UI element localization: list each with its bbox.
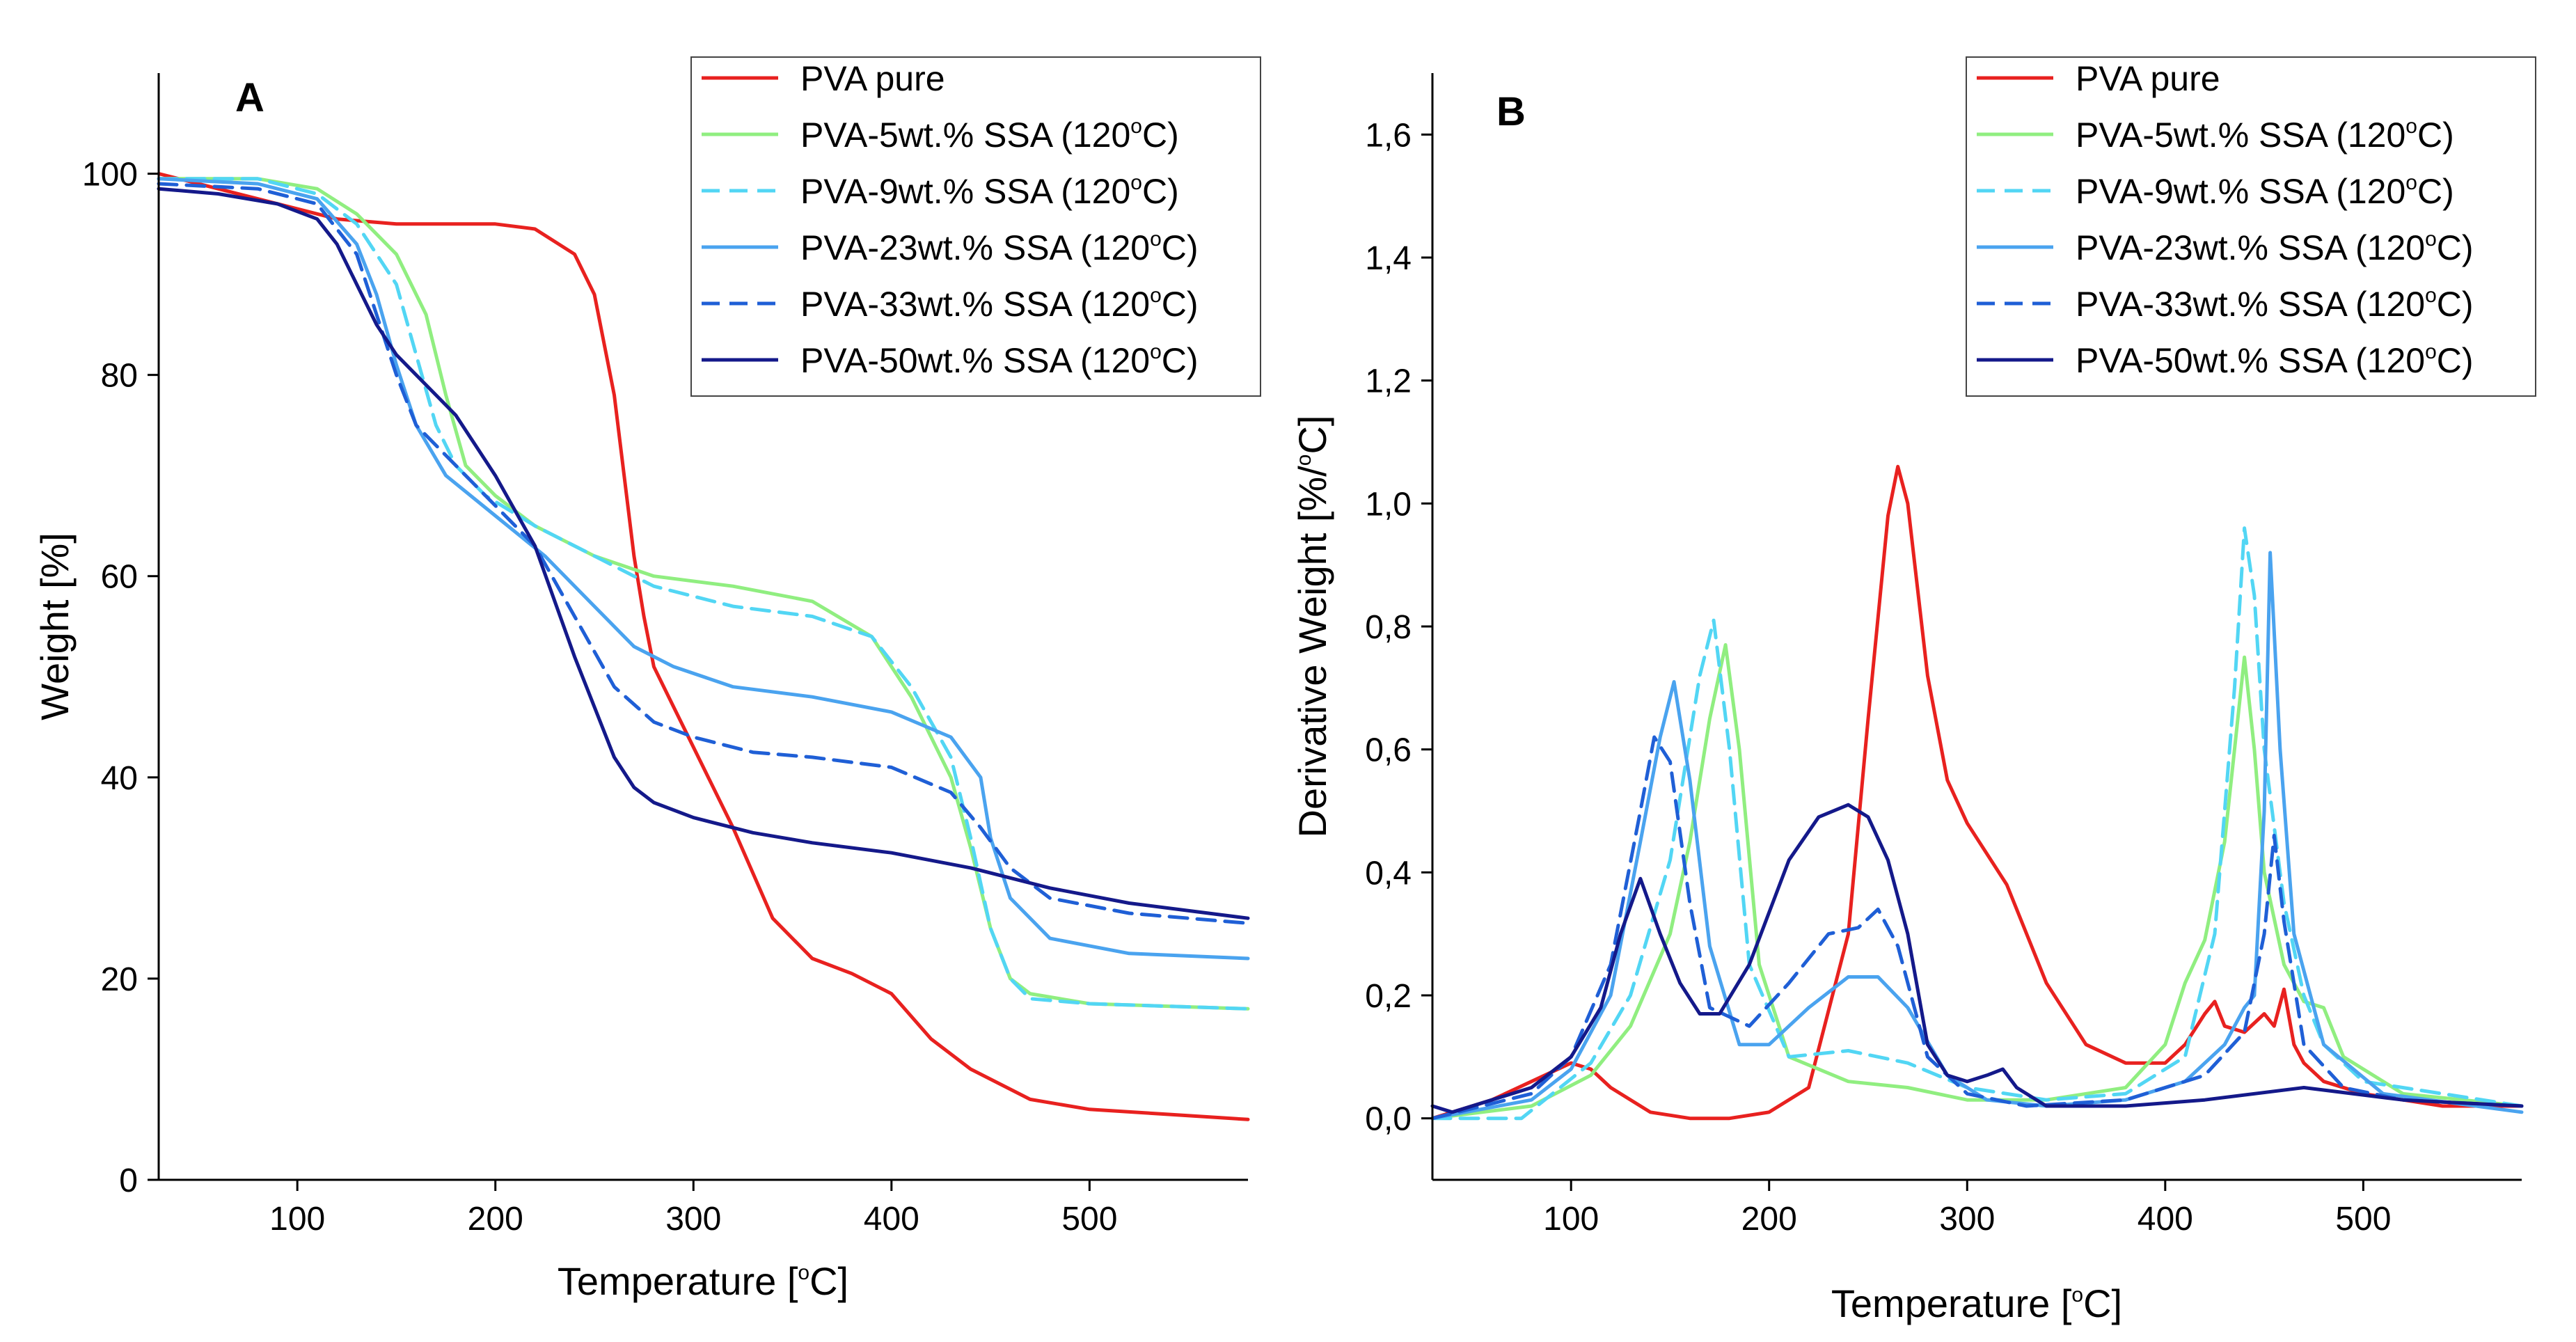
panel-a-legend: PVA pure PVA-5wt.% SSA (120oC) PVA-9wt.% S… bbox=[690, 56, 1261, 397]
panel-a-x-tick-label: 300 bbox=[665, 1201, 721, 1238]
panel-b-x-tick-label: 300 bbox=[1939, 1201, 1995, 1238]
panel-b-x-tick-label: 100 bbox=[1543, 1201, 1599, 1238]
panel-b-x-tick-label: 500 bbox=[2335, 1201, 2391, 1238]
panel-b-y-tick-label: 1,4 bbox=[1365, 240, 1412, 277]
panel-a-legend-label-5: PVA-33wt.% SSA (120oC) bbox=[800, 284, 1199, 324]
panel-a-axes bbox=[157, 73, 1248, 1181]
panel-b-y-tick-label: 0,6 bbox=[1365, 732, 1412, 769]
panel-b-y-tick-label: 1,2 bbox=[1365, 363, 1412, 400]
panel-a-legend-label-4: PVA-23wt.% SSA (120oC) bbox=[800, 228, 1199, 267]
panel-b-series-group bbox=[1430, 464, 2524, 1121]
panel-b-legend-label-1: PVA pure bbox=[2076, 59, 2220, 98]
panel-a-y-tick-label: 40 bbox=[101, 760, 138, 797]
panel-b-x-tick-label: 200 bbox=[1741, 1201, 1797, 1238]
panel-b-legend-box bbox=[1966, 56, 2536, 397]
panel-b-legend-label-3: PVA-9wt.% SSA (120oC) bbox=[2076, 171, 2454, 211]
panel-a-legend-label-6: PVA-50wt.% SSA (120oC) bbox=[800, 340, 1199, 380]
panel-b-y-tick-label: 0,4 bbox=[1365, 855, 1412, 892]
panel-a-y-tick-label: 0 bbox=[119, 1162, 138, 1199]
panel-a-series-line-6 bbox=[157, 187, 1250, 920]
panel-a-y-tick-label: 60 bbox=[101, 559, 138, 596]
panel-a-legend-box bbox=[690, 56, 1261, 397]
panel-a-legend-label-2: PVA-5wt.% SSA (120oC) bbox=[800, 115, 1179, 155]
panel-b-series-line-6 bbox=[1430, 803, 2524, 1114]
panel-a-legend-label-3: PVA-9wt.% SSA (120oC) bbox=[800, 171, 1179, 211]
panel-a-x-tick-label: 400 bbox=[864, 1201, 919, 1238]
panel-b-x-tick-label: 400 bbox=[2138, 1201, 2193, 1238]
panel-a-series-line-5 bbox=[157, 182, 1250, 925]
panel-a-ticks: 100 200 300 400 500 0 20 40 60 80 100 bbox=[82, 157, 1118, 1238]
panel-a-x-tick-label: 200 bbox=[468, 1201, 523, 1238]
panel-a-chart: 100 200 300 400 500 0 20 40 60 80 100 A Temperatur… bbox=[33, 56, 1261, 1303]
panel-b-y-tick-label: 0,0 bbox=[1365, 1101, 1412, 1138]
panel-a-legend-label-1: PVA pure bbox=[800, 59, 945, 98]
panel-a-series-line-3 bbox=[157, 177, 1250, 1011]
panel-b-legend-label-2: PVA-5wt.% SSA (120oC) bbox=[2076, 115, 2454, 155]
panel-a-letter: A bbox=[235, 75, 264, 120]
panel-b-y-tick-label: 0,8 bbox=[1365, 609, 1412, 646]
panel-a-series-line-4 bbox=[157, 177, 1250, 961]
panel-b-legend: PVA pure PVA-5wt.% SSA (120oC) PVA-9wt.% S… bbox=[1966, 56, 2536, 397]
panel-b-letter: B bbox=[1496, 89, 1526, 134]
panel-b-legend-label-5: PVA-33wt.% SSA (120oC) bbox=[2076, 284, 2474, 324]
panel-a-x-tick-label: 500 bbox=[1061, 1201, 1117, 1238]
panel-a-y-tick-label: 80 bbox=[101, 358, 138, 395]
panel-b-legend-label-6: PVA-50wt.% SSA (120oC) bbox=[2076, 340, 2474, 380]
panel-a-series-group bbox=[157, 172, 1250, 1121]
panel-b-y-tick-label: 0,2 bbox=[1365, 978, 1412, 1015]
panel-b-y-axis-label: Derivative Weight [%/oC] bbox=[1290, 416, 1334, 838]
panel-a-y-tick-label: 20 bbox=[101, 961, 138, 998]
panel-b-ticks: 100 200 300 400 500 0,0 0,2 0,4 0,6 0,8 1,0 1,2 1,4 1… bbox=[1365, 117, 2391, 1238]
panel-b-legend-label-4: PVA-23wt.% SSA (120oC) bbox=[2076, 228, 2474, 267]
panel-b-x-axis-label: Temperature [oC] bbox=[1831, 1281, 2122, 1325]
panel-a-x-axis-label: Temperature [oC] bbox=[558, 1259, 848, 1303]
panel-a-y-axis-label: Weight [%] bbox=[33, 532, 77, 720]
panel-b-chart: 100 200 300 400 500 0,0 0,2 0,4 0,6 0,8 1,0 1,2 1,4 1… bbox=[1290, 56, 2536, 1325]
panel-b-y-tick-label: 1,6 bbox=[1365, 117, 1412, 154]
panel-a-series-line-1 bbox=[157, 172, 1250, 1121]
panel-a-y-tick-label: 100 bbox=[82, 157, 138, 194]
panel-b-y-tick-label: 1,0 bbox=[1365, 486, 1412, 523]
panel-a-x-tick-label: 100 bbox=[269, 1201, 325, 1238]
panel-b-series-line-5 bbox=[1430, 735, 2524, 1121]
panel-b-series-line-1 bbox=[1430, 464, 2524, 1121]
